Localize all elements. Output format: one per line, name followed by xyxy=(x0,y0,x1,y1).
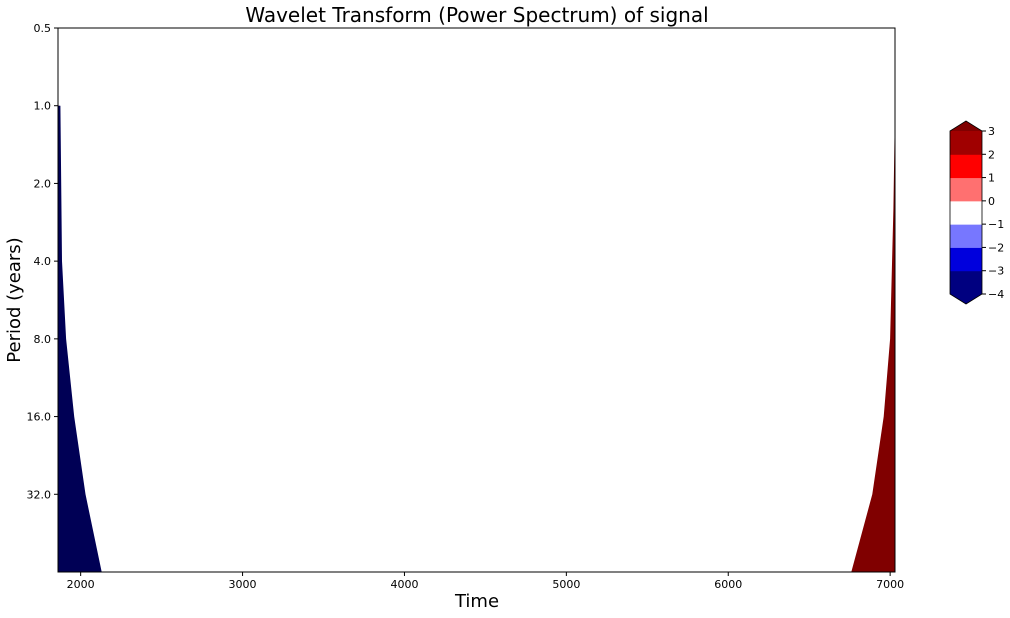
y-tick-label: 2.0 xyxy=(34,177,52,190)
colorbar-segment xyxy=(950,177,982,202)
x-tick-label: 2000 xyxy=(67,578,95,591)
colorbar: −4 −3 −2 −1 0 1 2 3 xyxy=(949,120,1004,305)
y-tick-label: 1.0 xyxy=(34,100,52,113)
y-tick-label: 32.0 xyxy=(27,488,52,501)
x-axis: 2000 3000 4000 5000 6000 7000 xyxy=(67,572,904,591)
colorbar-tick-label: 2 xyxy=(988,148,995,161)
colorbar-segment xyxy=(950,270,982,295)
colorbar-tick-label: 1 xyxy=(988,172,995,185)
colorbar-segment xyxy=(950,247,982,272)
colorbar-segment xyxy=(950,200,982,225)
x-axis-label: Time xyxy=(454,591,499,612)
power-region-right-2 xyxy=(851,105,895,572)
chart-title: Wavelet Transform (Power Spectrum) of si… xyxy=(245,3,708,27)
y-tick-label: 0.5 xyxy=(34,22,52,35)
colorbar-extend-high xyxy=(950,121,982,131)
colorbar-tick-label: −2 xyxy=(988,241,1004,254)
colorbar-tick-label: −1 xyxy=(988,218,1004,231)
y-axis: 0.5 1.0 2.0 4.0 8.0 16.0 32.0 xyxy=(27,22,58,501)
x-tick-label: 7000 xyxy=(876,578,904,591)
y-tick-label: 4.0 xyxy=(34,255,52,268)
colorbar-tick-label: 3 xyxy=(988,125,995,138)
plot-area xyxy=(58,105,895,572)
colorbar-segment xyxy=(950,154,982,179)
y-axis-label: Period (years) xyxy=(4,237,25,362)
colorbar-segment xyxy=(950,224,982,248)
colorbar-tick-label: 0 xyxy=(988,195,995,208)
colorbar-tick-label: −3 xyxy=(988,265,1004,278)
colorbar-tick-label: −4 xyxy=(988,288,1004,301)
x-tick-label: 3000 xyxy=(229,578,257,591)
x-tick-label: 6000 xyxy=(714,578,742,591)
x-tick-label: 5000 xyxy=(552,578,580,591)
colorbar-segment xyxy=(950,131,982,155)
y-tick-label: 16.0 xyxy=(27,411,52,424)
power-region-left-1 xyxy=(58,105,102,572)
y-tick-label: 8.0 xyxy=(34,333,52,346)
x-tick-label: 4000 xyxy=(390,578,418,591)
colorbar-extend-low xyxy=(950,294,982,304)
plot-frame xyxy=(57,27,896,573)
